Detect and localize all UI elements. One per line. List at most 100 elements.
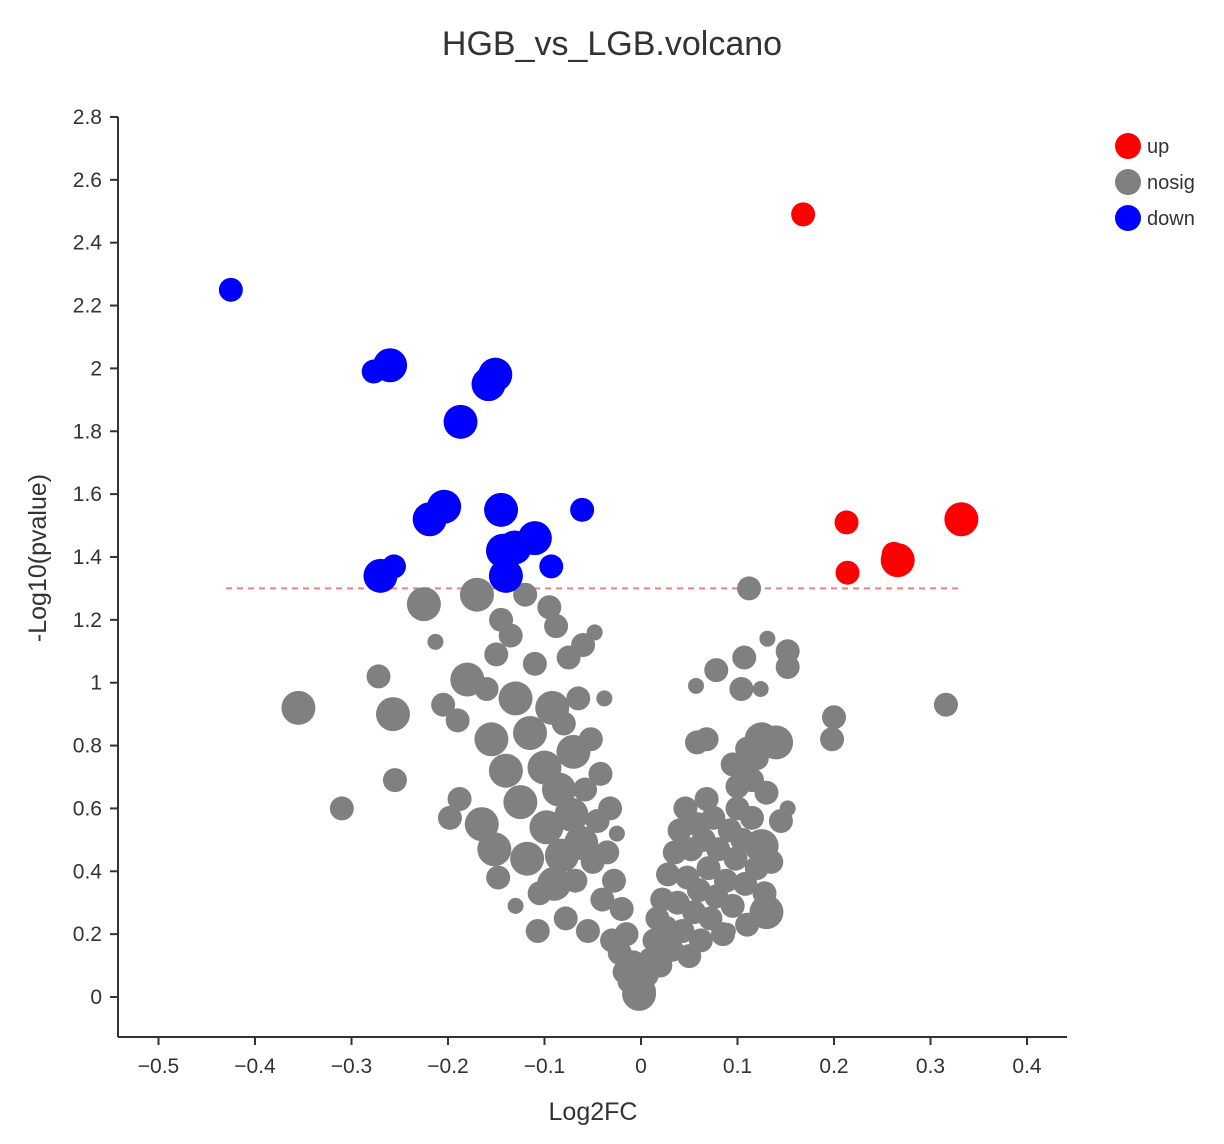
point-nosig — [281, 690, 316, 725]
point-nosig — [601, 868, 626, 893]
point-nosig — [488, 753, 523, 788]
point-nosig — [614, 922, 639, 947]
point-nosig — [513, 715, 548, 750]
point-nosig — [759, 849, 784, 874]
point-nosig — [507, 897, 524, 914]
point-nosig — [578, 727, 603, 752]
x-tick-label: 0.1 — [723, 1055, 752, 1078]
point-nosig — [522, 651, 547, 676]
point-nosig — [696, 856, 721, 881]
point-nosig — [553, 906, 578, 931]
legend: up nosig down — [1115, 133, 1195, 231]
point-nosig — [375, 697, 410, 732]
point-up — [834, 510, 859, 535]
point-nosig — [713, 868, 738, 893]
data-points — [218, 202, 979, 1011]
point-nosig — [551, 711, 576, 736]
legend-label-up: up — [1147, 136, 1169, 158]
point-nosig — [749, 895, 784, 930]
y-tick-label: 0.2 — [73, 923, 102, 946]
point-nosig — [447, 786, 472, 811]
legend-label-nosig: nosig — [1147, 172, 1195, 194]
point-nosig — [541, 772, 576, 807]
point-nosig — [596, 690, 613, 707]
y-tick-label: 2.4 — [73, 232, 103, 255]
point-nosig — [822, 705, 846, 730]
point-nosig — [754, 780, 779, 805]
x-tick-label: −0.4 — [234, 1055, 276, 1078]
y-tick-label: 0.6 — [73, 797, 102, 820]
point-down — [539, 554, 564, 579]
point-nosig — [382, 768, 407, 793]
y-tick-label: 2 — [90, 357, 102, 380]
point-nosig — [503, 785, 538, 820]
point-nosig — [704, 658, 729, 683]
point-nosig — [701, 805, 726, 830]
legend-swatch-down — [1115, 205, 1141, 231]
point-down — [363, 558, 398, 593]
point-nosig — [566, 686, 591, 711]
point-nosig — [586, 624, 603, 641]
point-nosig — [477, 832, 512, 867]
point-nosig — [437, 805, 462, 830]
point-nosig — [723, 846, 748, 871]
point-nosig — [688, 928, 713, 953]
point-down — [484, 492, 519, 527]
point-nosig — [732, 645, 757, 670]
point-nosig — [933, 692, 958, 717]
y-tick-label: 0 — [90, 986, 102, 1009]
point-nosig — [427, 633, 444, 650]
point-nosig — [588, 761, 613, 786]
point-nosig — [720, 893, 745, 918]
y-axis: 0 0.2 0.4 0.6 0.8 1 1.2 1.4 1.6 1.8 2 2.2 2.4 2.6 2.8 — [73, 106, 119, 1037]
point-nosig — [484, 642, 509, 667]
point-nosig — [575, 918, 600, 943]
point-nosig — [688, 677, 705, 694]
point-nosig — [498, 623, 523, 648]
point-nosig — [498, 681, 533, 716]
point-nosig — [656, 862, 681, 887]
point-up — [944, 502, 979, 537]
point-nosig — [595, 840, 620, 865]
point-nosig — [554, 797, 589, 832]
y-tick-label: 2.6 — [73, 169, 102, 192]
x-tick-label: −0.3 — [331, 1055, 372, 1078]
point-up — [791, 202, 816, 227]
point-nosig — [729, 676, 754, 701]
y-tick-label: 1.2 — [73, 609, 102, 632]
point-nosig — [779, 800, 796, 817]
point-nosig — [609, 896, 634, 921]
point-up — [880, 543, 915, 578]
point-nosig — [719, 922, 736, 939]
point-up — [835, 560, 860, 585]
y-tick-label: 1.6 — [73, 483, 102, 506]
point-nosig — [537, 866, 572, 901]
y-tick-label: 0.8 — [73, 735, 102, 758]
point-down — [218, 277, 243, 302]
point-nosig — [445, 708, 470, 733]
y-tick-label: 2.8 — [73, 106, 102, 129]
point-down — [488, 558, 523, 593]
point-nosig — [329, 796, 354, 821]
point-nosig — [590, 887, 615, 912]
x-axis-label: Log2FC — [549, 1098, 638, 1126]
legend-swatch-up — [1115, 133, 1141, 159]
point-nosig — [464, 807, 499, 842]
legend-label-down: down — [1147, 208, 1195, 230]
point-nosig — [406, 587, 441, 622]
point-nosig — [752, 680, 769, 697]
point-down — [478, 357, 513, 392]
chart-title: HGB_vs_LGB.volcano — [442, 25, 782, 63]
point-nosig — [598, 796, 623, 821]
point-nosig — [474, 722, 509, 757]
point-nosig — [525, 918, 550, 943]
point-nosig — [629, 985, 653, 1009]
point-nosig — [510, 841, 545, 876]
point-nosig — [737, 576, 762, 601]
point-nosig — [529, 810, 564, 845]
y-tick-label: 1.4 — [73, 546, 103, 569]
x-tick-label: −0.2 — [427, 1055, 468, 1078]
y-tick-label: 1 — [90, 672, 102, 695]
y-tick-label: 1.8 — [73, 420, 102, 443]
point-down — [443, 404, 478, 439]
